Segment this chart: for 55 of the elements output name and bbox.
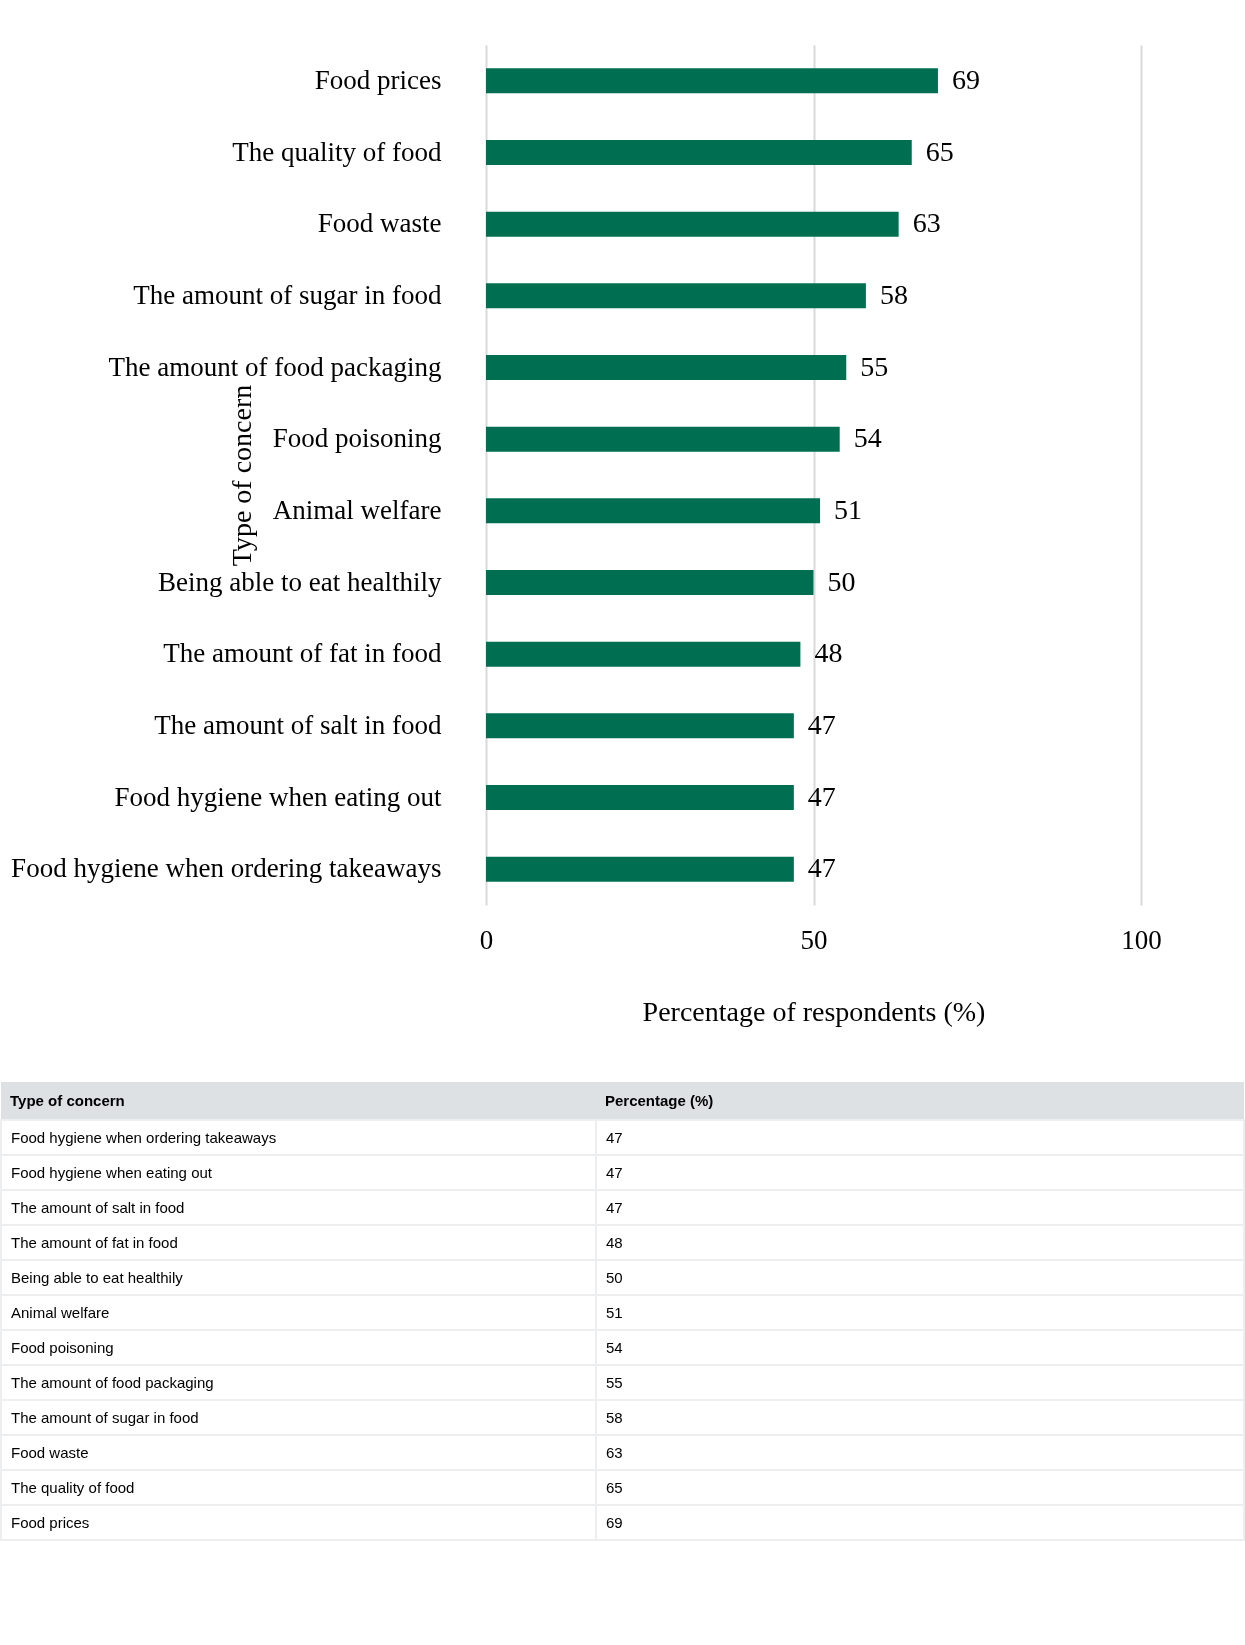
data-label: 47 bbox=[807, 780, 836, 812]
y-tick-label: The amount of food packaging bbox=[108, 351, 442, 382]
y-tick-label: The amount of fat in food bbox=[163, 638, 442, 669]
bar bbox=[486, 785, 794, 810]
bar bbox=[486, 283, 866, 309]
data-label: 63 bbox=[596, 1435, 1244, 1470]
data-label: 47 bbox=[596, 1120, 1244, 1155]
data-label: 58 bbox=[879, 278, 908, 310]
data-label: 65 bbox=[596, 1470, 1244, 1505]
y-tick-label: The amount of salt in food bbox=[154, 709, 442, 740]
y-tick-label: Food poisoning bbox=[272, 423, 442, 454]
x-axis-title: Percentage of respondents (%) bbox=[642, 995, 986, 1027]
text: Percentage (%) bbox=[596, 1082, 1244, 1120]
data-label: 69 bbox=[951, 63, 980, 95]
data-label: 69 bbox=[596, 1505, 1244, 1540]
y-axis-title: Type of concern bbox=[225, 384, 257, 567]
bar bbox=[486, 426, 840, 452]
data-label: 47 bbox=[596, 1190, 1244, 1225]
data-label: 51 bbox=[834, 493, 863, 525]
data-label: 65 bbox=[925, 135, 954, 167]
data-label: 47 bbox=[807, 708, 836, 740]
bar bbox=[486, 211, 899, 237]
data-label: 48 bbox=[814, 637, 843, 669]
data-label: 55 bbox=[860, 350, 889, 382]
y-tick-label: Food hygiene when eating out bbox=[114, 781, 442, 812]
data-label: 51 bbox=[596, 1295, 1244, 1330]
x-tick-label: 0 bbox=[479, 924, 494, 955]
data-label: 47 bbox=[807, 852, 836, 884]
y-tick-label: The amount of sugar in food bbox=[133, 279, 442, 310]
y-tick-label: Being able to eat healthily bbox=[158, 566, 442, 597]
data-label: 48 bbox=[596, 1225, 1244, 1260]
bar bbox=[486, 641, 801, 667]
data-label: 50 bbox=[596, 1260, 1244, 1295]
bar bbox=[486, 713, 794, 739]
data-label: 50 bbox=[827, 565, 856, 597]
bar bbox=[486, 140, 912, 165]
y-tick-label: The quality of food bbox=[232, 136, 442, 167]
bar bbox=[486, 570, 814, 595]
x-tick-label: 100 bbox=[1121, 924, 1162, 955]
bar bbox=[486, 355, 847, 380]
text: Type of concern bbox=[1, 1082, 596, 1120]
bar bbox=[486, 498, 821, 524]
data-label: 63 bbox=[912, 207, 941, 239]
data-label: 55 bbox=[596, 1365, 1244, 1400]
data-label: 54 bbox=[596, 1330, 1244, 1365]
data-label: 54 bbox=[853, 422, 882, 454]
y-tick-label: Food waste bbox=[317, 208, 442, 239]
bar bbox=[486, 68, 938, 94]
x-tick-label: 50 bbox=[800, 924, 828, 955]
y-tick-label: Food hygiene when ordering takeaways bbox=[11, 853, 442, 884]
data-label: 47 bbox=[596, 1155, 1244, 1190]
y-tick-label: Food prices bbox=[314, 64, 442, 95]
y-tick-label: Animal welfare bbox=[272, 494, 442, 525]
bar bbox=[486, 856, 794, 882]
data-label: 58 bbox=[596, 1400, 1244, 1435]
